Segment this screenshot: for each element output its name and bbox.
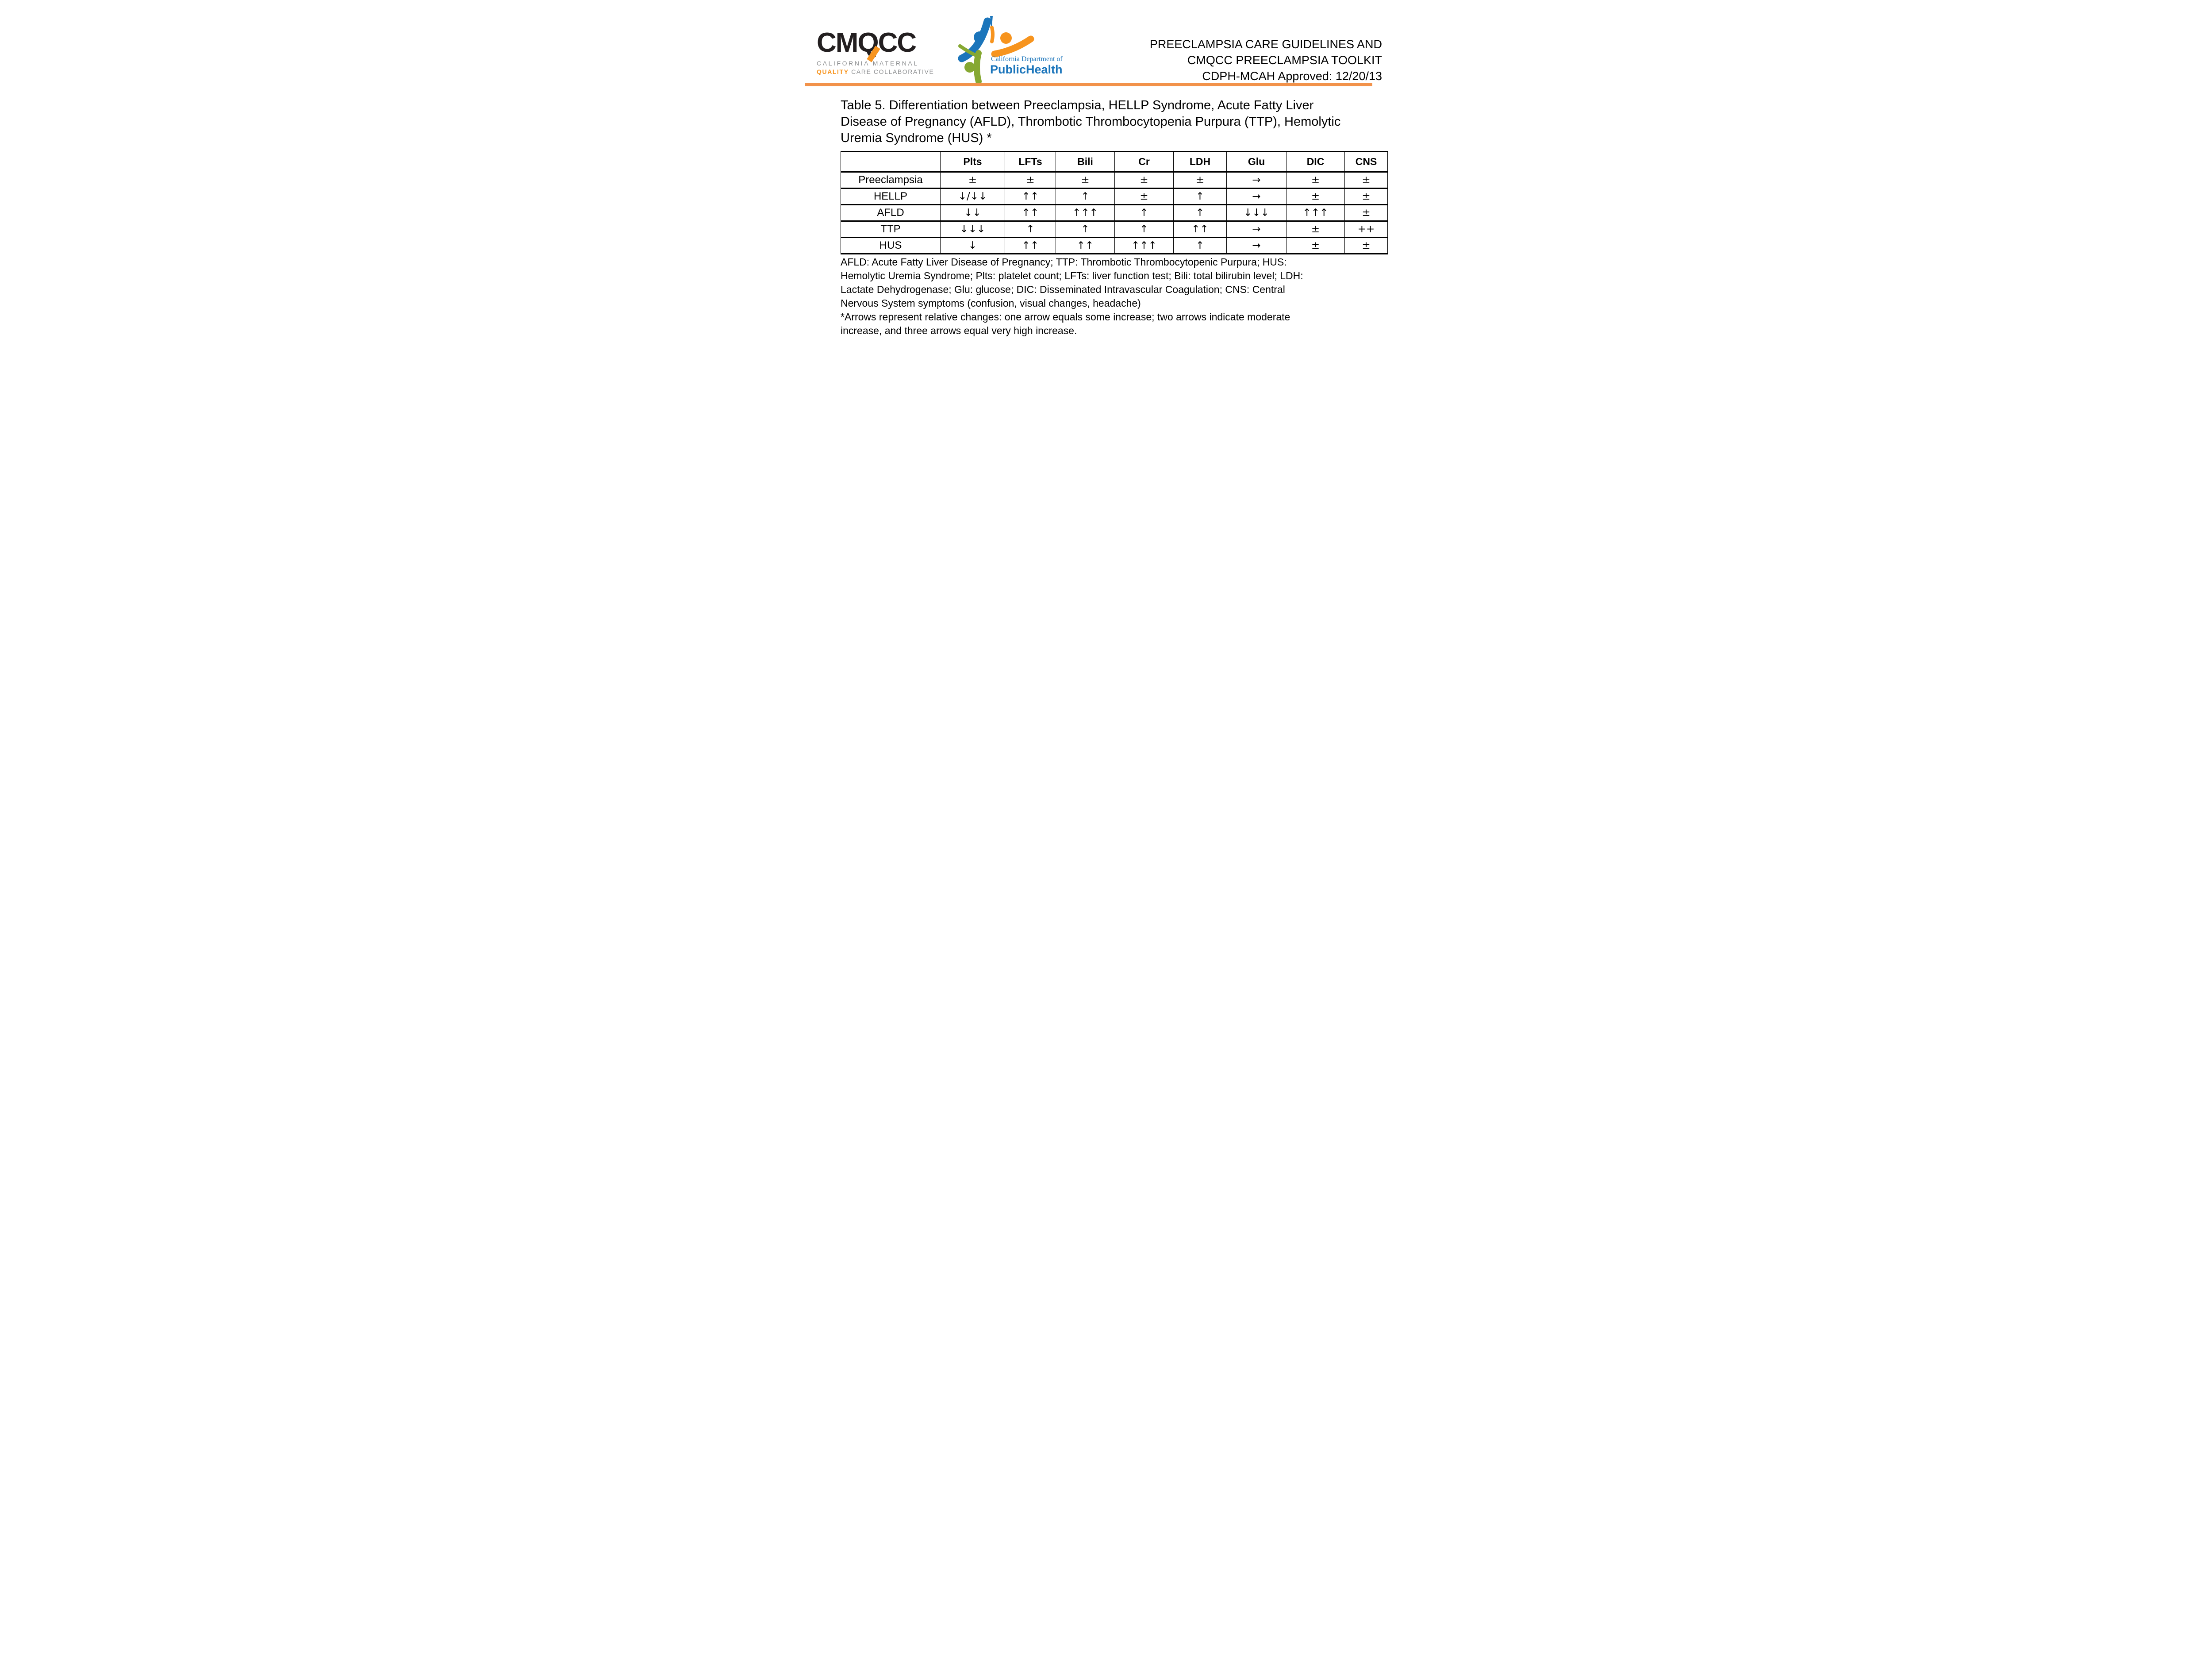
cell-value: ±: [1286, 237, 1345, 254]
orange-divider-bar: [805, 83, 1372, 86]
footnote-line3: Lactate Dehydrogenase; Glu: glucose; DIC…: [841, 284, 1285, 295]
cell-value: ↑: [1114, 204, 1174, 221]
column-header-glu: Glu: [1226, 151, 1286, 172]
cell-value: ↑: [1173, 204, 1227, 221]
cell-value: ±: [1286, 172, 1345, 189]
column-header-lfts: LFTs: [1005, 151, 1056, 172]
cmqcc-wordmark: CMQCC: [817, 27, 936, 62]
cell-value: ↑: [1114, 221, 1174, 238]
column-header-ldh: LDH: [1173, 151, 1227, 172]
cell-value: ↑↑↑: [1286, 204, 1345, 221]
cell-value: ±: [1173, 172, 1227, 189]
cmqcc-subtitle-quality: QUALITY: [817, 68, 849, 75]
cell-value: ↓↓↓: [1226, 204, 1286, 221]
column-header-plts: Plts: [940, 151, 1005, 172]
footnote-line5: *Arrows represent relative changes: one …: [841, 311, 1290, 323]
header-line-2: CMQCC PREECLAMPSIA TOOLKIT: [1187, 54, 1382, 67]
row-label: HUS: [841, 237, 941, 254]
cmqcc-subtitle-line1: CALIFORNIA MATERNAL: [817, 60, 919, 67]
table-title-line3: Uremia Syndrome (HUS) *: [841, 131, 992, 145]
cell-value: →: [1226, 221, 1286, 238]
document-header: PREECLAMPSIA CARE GUIDELINES AND CMQCC P…: [1150, 36, 1382, 84]
cell-value: ±: [1344, 204, 1388, 221]
table-row-hus: HUS ↓ ↑↑ ↑↑ ↑↑↑ ↑ → ± ±: [841, 237, 1388, 254]
footnotes: AFLD: Acute Fatty Liver Disease of Pregn…: [841, 255, 1303, 338]
footnote-line6: increase, and three arrows equal very hi…: [841, 325, 1077, 336]
footnote-line1: AFLD: Acute Fatty Liver Disease of Pregn…: [841, 256, 1287, 268]
cell-value: ±: [940, 172, 1005, 189]
cell-value: ±: [1056, 172, 1115, 189]
footnote-line4: Nervous System symptoms (confusion, visu…: [841, 297, 1141, 309]
cdph-figures-icon: California Department of PublicHealth: [958, 16, 1063, 85]
cell-value: ±: [1344, 188, 1388, 205]
cell-value: ↑↑: [1005, 204, 1056, 221]
differentiation-table: Plts LFTs Bili Cr LDH Glu DIC CNS Preecl…: [841, 151, 1388, 254]
cmqcc-acronym: CMQCC: [817, 27, 917, 58]
cell-value: ±: [1114, 172, 1174, 189]
cmqcc-subtitle-rest: CARE COLLABORATIVE: [849, 68, 934, 75]
cell-value: ±: [1286, 188, 1345, 205]
cell-value: ↑: [1173, 237, 1227, 254]
cdph-text-line2: PublicHealth: [990, 63, 1063, 76]
footnote-line2: Hemolytic Uremia Syndrome; Plts: platele…: [841, 270, 1303, 281]
cell-value: ±: [1114, 188, 1174, 205]
cell-value: →: [1226, 172, 1286, 189]
table-row-ttp: TTP ↓↓↓ ↑ ↑ ↑ ↑↑ → ± ++: [841, 221, 1388, 238]
cell-value: ++: [1344, 221, 1388, 238]
header-line-3: CDPH-MCAH Approved: 12/20/13: [1202, 69, 1382, 83]
cell-value: ↑: [1056, 221, 1115, 238]
cell-value: ±: [1344, 172, 1388, 189]
cell-value: ±: [1005, 172, 1056, 189]
row-label: AFLD: [841, 204, 941, 221]
table-row-afld: AFLD ↓↓ ↑↑ ↑↑↑ ↑ ↑ ↓↓↓ ↑↑↑ ±: [841, 204, 1388, 221]
cell-value: →: [1226, 237, 1286, 254]
row-label: Preeclampsia: [841, 172, 941, 189]
cell-value: ±: [1344, 237, 1388, 254]
column-header-cns: CNS: [1344, 151, 1388, 172]
row-label: TTP: [841, 221, 941, 238]
table-title-line1: Table 5. Differentiation between Preecla…: [841, 98, 1314, 112]
table-header-row: Plts LFTs Bili Cr LDH Glu DIC CNS: [841, 151, 1388, 172]
cell-value: ↓↓↓: [940, 221, 1005, 238]
differentiation-table-container: Plts LFTs Bili Cr LDH Glu DIC CNS Preecl…: [841, 151, 1388, 254]
column-header-cr: Cr: [1114, 151, 1174, 172]
cell-value: ↑↑: [1005, 188, 1056, 205]
cell-value: ±: [1286, 221, 1345, 238]
cell-value: →: [1226, 188, 1286, 205]
cell-value: ↑↑: [1056, 237, 1115, 254]
cdph-logo: California Department of PublicHealth: [953, 15, 1073, 85]
cell-value: ↑↑↑: [1056, 204, 1115, 221]
cell-value: ↑: [1056, 188, 1115, 205]
column-header-bili: Bili: [1056, 151, 1115, 172]
document-page: CMQCC CALIFORNIA MATERNAL QUALITY CARE C…: [759, 0, 1453, 340]
cell-value: ↑: [1173, 188, 1227, 205]
cell-value: ↑↑: [1005, 237, 1056, 254]
cmqcc-subtitle-line2: QUALITY CARE COLLABORATIVE: [817, 68, 936, 75]
cell-value: ↑↑↑: [1114, 237, 1174, 254]
row-label: HELLP: [841, 188, 941, 205]
table-title-line2: Disease of Pregnancy (AFLD), Thrombotic …: [841, 115, 1341, 129]
table-row-hellp: HELLP ↓/↓↓ ↑↑ ↑ ± ↑ → ± ±: [841, 188, 1388, 205]
cell-value: ↓: [940, 237, 1005, 254]
cell-value: ↑: [1005, 221, 1056, 238]
cell-value: ↓↓: [940, 204, 1005, 221]
cmqcc-logo: CMQCC CALIFORNIA MATERNAL QUALITY CARE C…: [817, 27, 936, 76]
table-row-preeclampsia: Preeclampsia ± ± ± ± ± → ± ±: [841, 172, 1388, 189]
column-header-empty: [841, 151, 941, 172]
cell-value: ↑↑: [1173, 221, 1227, 238]
table-title: Table 5. Differentiation between Preecla…: [841, 97, 1340, 146]
cell-value: ↓/↓↓: [940, 188, 1005, 205]
cdph-text-line1: California Department of: [991, 55, 1063, 63]
header-line-1: PREECLAMPSIA CARE GUIDELINES AND: [1149, 38, 1382, 51]
column-header-dic: DIC: [1286, 151, 1345, 172]
